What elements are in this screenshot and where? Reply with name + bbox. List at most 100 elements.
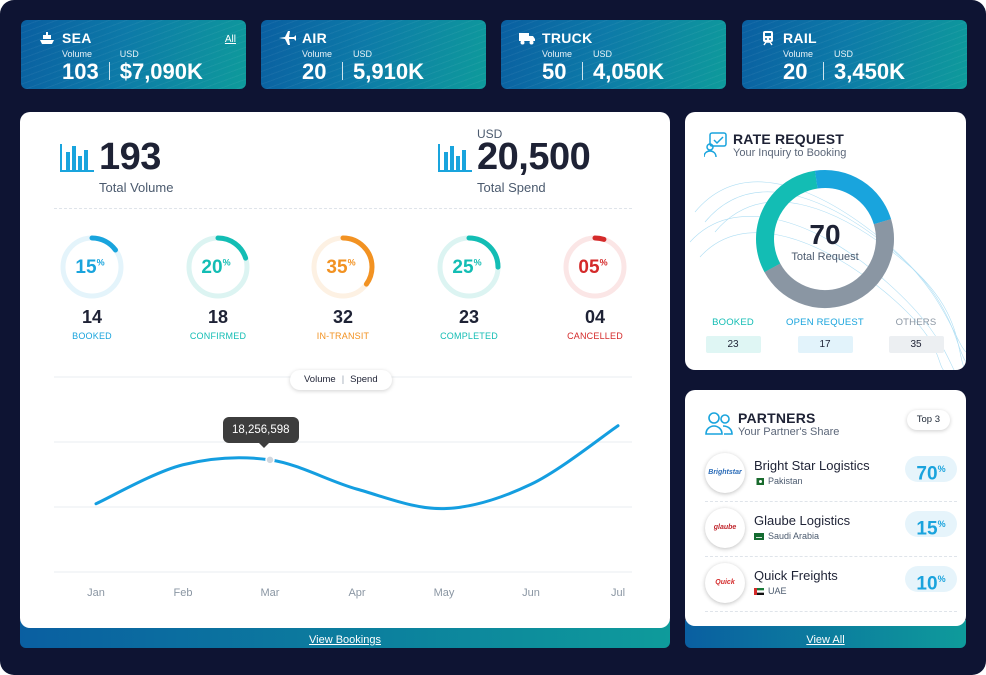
kpi-volume-caption: Volume [302,49,333,59]
kpi-usd-caption: USD [353,49,373,59]
toggle-spend[interactable]: Spend [350,374,378,385]
partner-share: 10% [905,566,957,594]
ship-icon [40,32,54,44]
bar-chart-icon [438,144,472,172]
kpi-volume-value: 50 [542,59,567,84]
total-request-label: Total Request [791,251,859,263]
status-count: 32 [332,307,354,327]
partner-name: Quick Freights [754,568,838,583]
status-count: 04 [584,307,606,327]
legend-value: 17 [797,336,853,353]
legend-label: BOOKED [712,317,754,328]
kpi-card-sea[interactable]: SEA All Volume 103 USD $7,090K [21,20,246,89]
train-icon [763,31,773,46]
top-filter-button[interactable]: Top 3 [907,410,950,430]
partners-card: PARTNERS Your Partner's Share Top 3 Brig… [685,390,966,626]
kpi-separator [582,62,584,80]
x-axis-tick-label: Jul [611,587,625,599]
partner-logo: Quick [705,563,745,603]
pakistan-flag-icon [754,477,764,485]
status-progress-arc [563,235,627,299]
kpi-usd-caption: USD [834,49,854,59]
trend-line-chart: Jan Feb Mar Apr May Jun Jul [54,376,632,599]
total-volume-label: Total Volume [99,180,174,195]
kpi-volume-value: 103 [62,59,99,84]
kpi-spend-value: $7,090K [119,59,203,84]
donut-segment-others [756,170,894,308]
status-ring[interactable]: 25% 23 COMPLETED [434,234,504,341]
status-percent: 35% [326,257,356,278]
partner-share: 15% [905,511,957,539]
kpi-card-truck[interactable]: TRUCK Volume 50 USD 4,050K [501,20,726,89]
total-spend-label: Total Spend [477,180,546,195]
status-progress-arc [60,235,124,299]
partners-subtitle: Your Partner's Share [738,426,840,438]
kpi-spend-value: 4,050K [593,59,664,84]
kpi-mode-label: AIR [302,30,328,46]
x-axis-tick-label: Apr [348,587,365,599]
partner-country-name: Pakistan [768,476,803,486]
airplane-icon [279,31,296,45]
rate-request-donut [756,169,894,308]
status-label: BOOKED [72,331,112,341]
rate-request-card: RATE REQUEST Your Inquiry to Booking 70 … [685,112,966,370]
uae-flag-icon [754,587,764,595]
truck-icon [519,33,535,45]
toggle-volume[interactable]: Volume [304,374,336,385]
spend-currency: USD [477,127,503,141]
kpi-spend-value: 3,450K [834,59,905,84]
partner-country-name: UAE [768,586,787,596]
status-label: COMPLETED [440,331,498,341]
saudi-arabia-flag-icon [754,532,764,540]
legend-label: OTHERS [895,317,937,328]
kpi-volume-value: 20 [302,59,327,84]
total-spend-value: 20,500 [477,136,591,178]
status-progress-ring [60,235,124,299]
kpi-separator [823,62,825,80]
x-axis-tick-label: Feb [174,587,193,599]
trend-chart: Volume | Spend Jan Feb Mar Apr May Jun Jul 18,25… [20,367,670,607]
partner-country: Pakistan [754,476,803,486]
status-percent: 25% [452,257,482,278]
view-all-link[interactable]: All [224,34,236,45]
toggle-separator: | [341,374,345,385]
status-count: 14 [81,307,103,327]
status-ring[interactable]: 20% 18 CONFIRMED [183,234,253,341]
status-progress-ring [563,235,627,299]
status-progress-ring [186,235,250,299]
bookings-card: 193 Total Volume USD 20,500 Total Spend … [20,112,670,628]
partner-country: Saudi Arabia [754,531,819,541]
partner-share: 70% [905,456,957,484]
status-label: CANCELLED [567,331,623,341]
kpi-separator [342,62,344,80]
partner-row[interactable]: glaube Glaube Logistics Saudi Arabia 15% [705,503,957,557]
kpi-separator [108,62,110,80]
partner-country: UAE [754,586,787,596]
status-ring[interactable]: 15% 14 BOOKED [57,234,127,341]
legend-label: OPEN REQUEST [786,317,864,328]
status-label: CONFIRMED [189,331,247,341]
status-ring[interactable]: 35% 32 IN-TRANSIT [308,234,378,341]
status-ring[interactable]: 05% 04 CANCELLED [560,234,630,341]
legend-item[interactable]: BOOKED 23 [693,317,773,353]
status-count: 23 [458,307,480,327]
legend-item[interactable]: OPEN REQUEST 17 [785,317,865,353]
legend-item[interactable]: OTHERS 35 [876,317,956,353]
partner-row[interactable]: Quick Quick Freights UAE 10% [705,558,957,612]
partners-title: PARTNERS [738,410,816,426]
highlight-point [265,455,275,465]
status-count: 18 [207,307,229,327]
partner-row[interactable]: Brightstar Bright Star Logistics Pakistan 7… [705,448,957,502]
partner-logo: Brightstar [705,453,745,493]
kpi-card-rail[interactable]: RAIL Volume 20 USD 3,450K [742,20,967,89]
kpi-volume-caption: Volume [542,49,573,59]
kpi-usd-caption: USD [119,49,139,59]
kpi-card-air[interactable]: AIR Volume 20 USD 5,910K [261,20,486,89]
partners-icon [705,412,733,435]
bar-chart-icon [60,144,94,172]
view-all-partners-link[interactable]: View All [806,634,845,646]
total-request-value: 70 [809,219,841,250]
volume-spend-toggle[interactable]: Volume | Spend [290,370,392,390]
view-bookings-link[interactable]: View Bookings [309,634,381,646]
